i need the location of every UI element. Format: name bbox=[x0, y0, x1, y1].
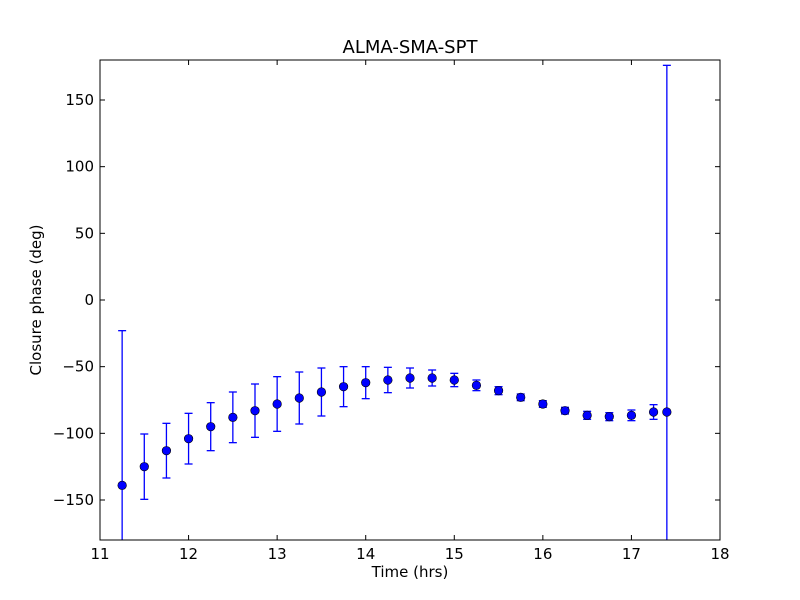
x-axis-label: Time (hrs) bbox=[371, 563, 449, 581]
y-tick-label: −100 bbox=[53, 424, 94, 442]
axis-ticks: 11 12 13 14 15 16 17 18 150 100 50 0 −50 −100 −150 bbox=[53, 60, 730, 563]
data-point bbox=[139, 462, 149, 472]
data-point bbox=[648, 407, 659, 417]
y-tick-label: 0 bbox=[84, 291, 94, 309]
x-tick-label: 18 bbox=[710, 545, 729, 563]
data-point bbox=[228, 412, 238, 422]
data-point bbox=[272, 399, 282, 409]
data-point bbox=[383, 375, 393, 385]
data-point bbox=[250, 406, 260, 416]
y-tick-label: −50 bbox=[62, 358, 94, 376]
y-tick-label: 150 bbox=[65, 91, 94, 109]
data-point bbox=[560, 406, 570, 416]
data-point bbox=[626, 410, 637, 420]
data-point bbox=[604, 412, 614, 422]
y-tick-label: −150 bbox=[53, 491, 94, 509]
x-tick-label: 11 bbox=[90, 545, 109, 563]
data-point bbox=[294, 393, 304, 403]
x-tick-label: 16 bbox=[533, 545, 552, 563]
data-point bbox=[361, 378, 371, 388]
data-point bbox=[449, 375, 459, 385]
x-tick-label: 15 bbox=[445, 545, 464, 563]
data-point bbox=[316, 387, 327, 397]
data-point bbox=[662, 407, 672, 417]
data-point bbox=[427, 373, 437, 383]
y-tick-label: 50 bbox=[75, 224, 94, 242]
data-point bbox=[183, 434, 194, 444]
x-tick-label: 14 bbox=[356, 545, 375, 563]
data-point bbox=[471, 380, 482, 390]
data-point bbox=[161, 446, 172, 456]
y-axis-label: Closure phase (deg) bbox=[27, 225, 45, 376]
x-tick-label: 12 bbox=[179, 545, 198, 563]
data-point bbox=[493, 386, 504, 396]
y-tick-label: 100 bbox=[65, 158, 94, 176]
data-point bbox=[117, 480, 127, 490]
chart-title: ALMA-SMA-SPT bbox=[343, 37, 479, 58]
data-point bbox=[338, 382, 349, 392]
x-tick-label: 17 bbox=[622, 545, 641, 563]
data-marks bbox=[117, 64, 672, 540]
data-point bbox=[206, 422, 216, 432]
data-point bbox=[582, 410, 592, 420]
data-point bbox=[516, 392, 526, 402]
data-point bbox=[405, 373, 415, 383]
data-point bbox=[538, 399, 548, 409]
plot-frame bbox=[99, 59, 721, 541]
x-tick-label: 13 bbox=[268, 545, 287, 563]
